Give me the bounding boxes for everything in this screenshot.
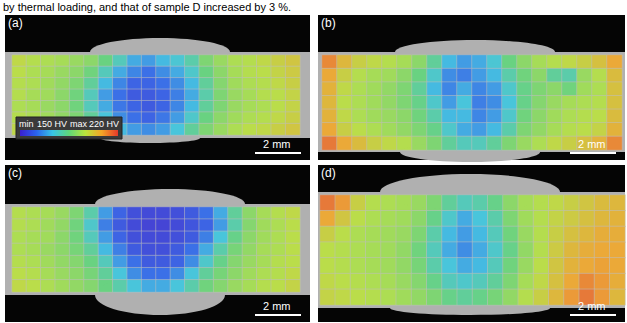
svg-text:2 mm: 2 mm xyxy=(263,138,291,150)
svg-text:max: max xyxy=(70,119,88,129)
svg-text:(b): (b) xyxy=(321,16,336,30)
svg-text:220 HV: 220 HV xyxy=(89,119,119,129)
svg-text:(c): (c) xyxy=(8,166,22,180)
svg-text:min: min xyxy=(19,119,34,129)
svg-text:150 HV: 150 HV xyxy=(37,119,67,129)
svg-text:(a): (a) xyxy=(8,16,23,30)
svg-text:2 mm: 2 mm xyxy=(263,300,291,312)
svg-text:(d): (d) xyxy=(321,166,336,180)
svg-text:2 mm: 2 mm xyxy=(578,138,606,150)
svg-text:by thermal loading, and that o: by thermal loading, and that of sample D… xyxy=(3,1,291,13)
svg-text:2 mm: 2 mm xyxy=(578,300,606,312)
